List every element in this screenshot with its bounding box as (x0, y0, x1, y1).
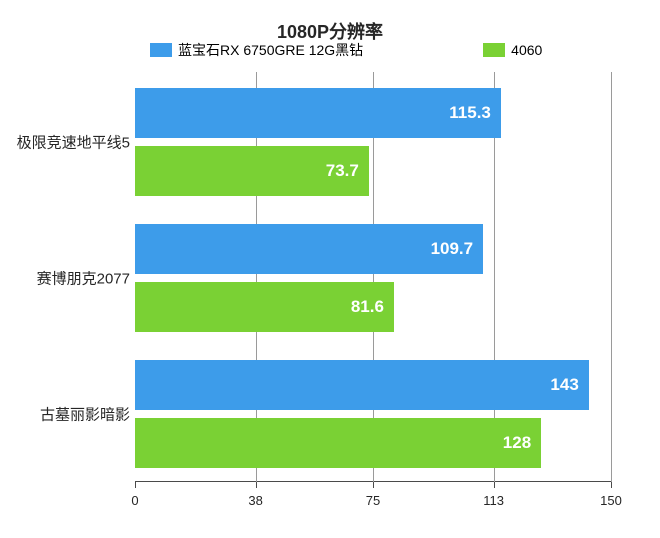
x-tick (135, 482, 136, 488)
x-tick (494, 482, 495, 488)
x-tick-label: 113 (483, 493, 504, 508)
bar-series-1: 128 (135, 418, 541, 468)
bar-series-0: 109.7 (135, 224, 483, 274)
bar-series-1: 81.6 (135, 282, 394, 332)
bar-value-label: 143 (550, 375, 578, 395)
legend-swatch-series-1 (483, 43, 505, 57)
x-tick-label: 38 (248, 493, 262, 508)
legend-item-series-1: 4060 (483, 42, 542, 58)
y-category-label: 古墓丽影暗影 (40, 404, 130, 425)
bar-value-label: 81.6 (351, 297, 384, 317)
x-tick-label: 75 (366, 493, 380, 508)
y-category-label: 极限竞速地平线5 (17, 132, 130, 153)
x-tick (373, 482, 374, 488)
legend: 蓝宝石RX 6750GRE 12G黑钻 4060 (150, 40, 600, 60)
bar-value-label: 115.3 (449, 103, 491, 123)
x-tick (256, 482, 257, 488)
chart-container: 1080P分辨率 蓝宝石RX 6750GRE 12G黑钻 4060 038751… (0, 0, 660, 538)
x-tick (611, 482, 612, 488)
bar-value-label: 109.7 (431, 239, 474, 259)
legend-item-series-0: 蓝宝石RX 6750GRE 12G黑钻 (150, 40, 363, 60)
grid-line (611, 72, 612, 482)
bar-value-label: 128 (503, 433, 531, 453)
y-category-label: 赛博朋克2077 (37, 268, 130, 289)
bar-series-1: 73.7 (135, 146, 369, 196)
bar-value-label: 73.7 (326, 161, 359, 181)
legend-swatch-series-0 (150, 43, 172, 57)
legend-label-series-0: 蓝宝石RX 6750GRE 12G黑钻 (178, 40, 363, 60)
bar-series-0: 115.3 (135, 88, 501, 138)
x-tick-label: 150 (600, 493, 622, 508)
bar-series-0: 143 (135, 360, 589, 410)
x-tick-label: 0 (131, 493, 138, 508)
legend-label-series-1: 4060 (511, 42, 542, 58)
plot-area: 03875113150115.373.7109.781.6143128 (135, 72, 611, 482)
